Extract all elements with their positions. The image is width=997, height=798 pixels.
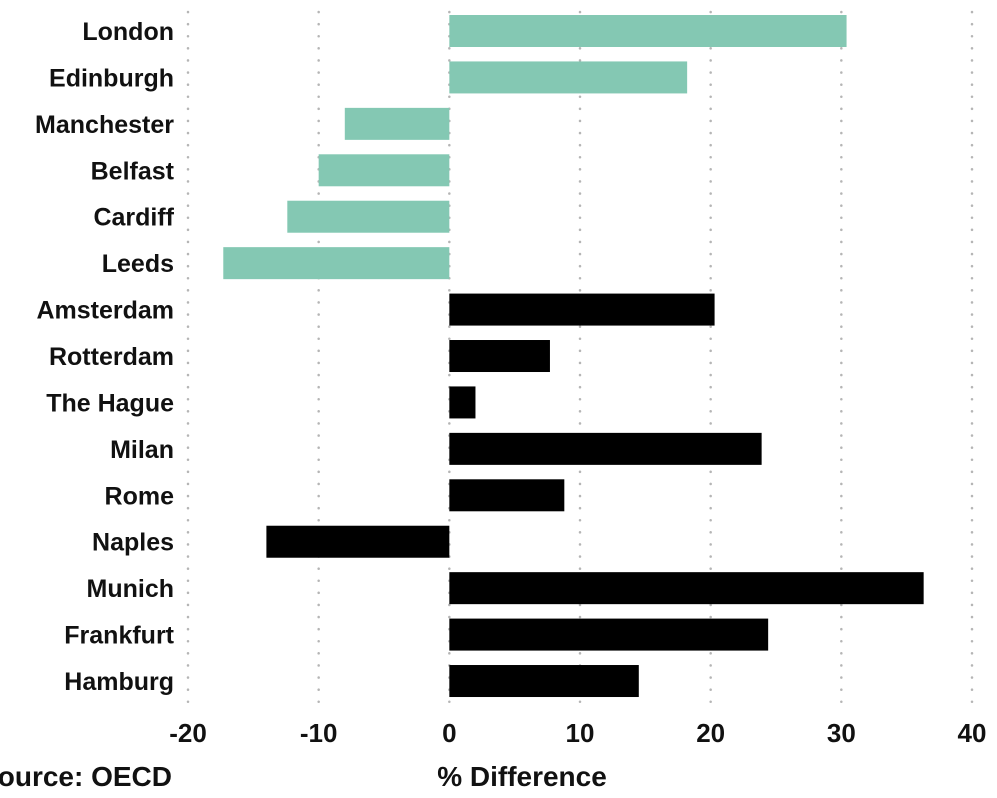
x-tick-label: 40 — [958, 718, 987, 748]
x-axis-label: % Difference — [437, 761, 607, 792]
x-tick-labels: -20 -10 0 10 20 30 40 — [169, 718, 986, 748]
bar-the-hague — [449, 386, 476, 419]
x-tick-label: -10 — [300, 718, 338, 748]
bar-manchester — [344, 107, 450, 140]
category-label-amsterdam: Amsterdam — [36, 297, 174, 325]
category-label-manchester: Manchester — [35, 111, 174, 139]
bar-frankfurt — [449, 618, 769, 651]
bars — [223, 15, 924, 698]
x-tick-label: 20 — [696, 718, 725, 748]
bar-milan — [449, 432, 762, 465]
bar-rome — [449, 479, 565, 512]
category-label-london: London — [82, 18, 174, 46]
category-label-naples: Naples — [92, 529, 174, 557]
bar-amsterdam — [449, 293, 715, 326]
bar-cardiff — [287, 200, 450, 233]
x-tick-label: 30 — [827, 718, 856, 748]
bar-leeds — [223, 247, 450, 280]
bar-belfast — [318, 154, 450, 187]
bar-hamburg — [449, 665, 639, 698]
category-label-hamburg: Hamburg — [64, 668, 174, 696]
category-labels: London Edinburgh Manchester Belfast Cardiff L… — [35, 18, 175, 696]
x-tick-label: 0 — [442, 718, 456, 748]
category-label-cardiff: Cardiff — [93, 204, 174, 232]
bar-munich — [449, 572, 924, 605]
x-tick-label: 10 — [566, 718, 595, 748]
bar-rotterdam — [449, 340, 550, 373]
x-tick-label: -20 — [169, 718, 207, 748]
bar-london — [449, 15, 847, 47]
bar-naples — [266, 525, 450, 558]
category-label-leeds: Leeds — [102, 250, 174, 278]
category-label-milan: Milan — [110, 436, 174, 464]
category-label-frankfurt: Frankfurt — [64, 622, 174, 650]
bar-edinburgh — [449, 61, 688, 94]
category-label-belfast: Belfast — [91, 157, 175, 185]
category-label-the-hague: The Hague — [46, 389, 174, 417]
category-label-rome: Rome — [105, 482, 175, 510]
source-note: Source: OECD — [0, 761, 172, 792]
category-label-munich: Munich — [87, 575, 175, 603]
category-label-rotterdam: Rotterdam — [49, 343, 174, 371]
category-label-edinburgh: Edinburgh — [49, 64, 174, 92]
